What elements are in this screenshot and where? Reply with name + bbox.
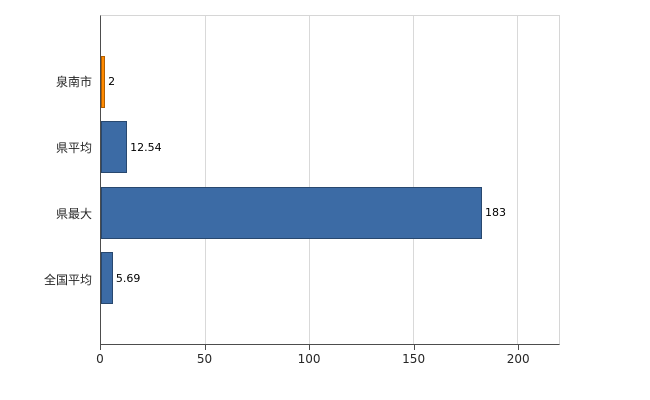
x-axis-labels: 0 50 100 150 200 — [96, 352, 560, 368]
gridlines — [101, 16, 559, 344]
bar — [101, 121, 128, 174]
bar — [101, 252, 113, 305]
bar-row: 12.54 — [101, 115, 559, 181]
y-axis-label: 全国平均 — [43, 272, 92, 287]
gridline — [205, 16, 207, 344]
x-axis-tick — [204, 345, 206, 350]
bar-value-label: 2 — [108, 75, 116, 89]
bar — [101, 186, 482, 239]
y-axis-label: 県最大 — [55, 206, 92, 221]
x-axis-tick-label: 150 — [402, 352, 426, 366]
x-axis-tick-label: 200 — [506, 352, 530, 366]
y-axis-label: 県平均 — [55, 140, 92, 155]
bar-row: 2 — [101, 49, 559, 115]
x-axis-tick-label: 50 — [196, 352, 213, 366]
bar-row: 5.69 — [101, 246, 559, 312]
x-axis-tick — [518, 345, 520, 350]
x-axis-tick — [413, 345, 415, 350]
bars: 2 12.54 183 5.69 — [101, 16, 559, 344]
bar-row: 183 — [101, 180, 559, 246]
y-axis-label: 泉南市 — [55, 74, 92, 89]
x-axis-tick — [309, 345, 311, 350]
x-axis-tick-label: 100 — [297, 352, 321, 366]
bar-value-label: 183 — [484, 206, 506, 220]
bar — [101, 55, 106, 108]
plot-area: 2 12.54 183 5.69 — [100, 15, 560, 345]
gridline — [413, 16, 415, 344]
bar-value-label: 5.69 — [115, 271, 141, 285]
gridline — [517, 16, 519, 344]
bar-value-label: 12.54 — [130, 140, 162, 154]
gridline — [309, 16, 311, 344]
x-axis-ticks — [100, 345, 560, 350]
x-axis-tick-label: 0 — [96, 352, 104, 366]
y-axis-labels: 泉南市県平均県最大全国平均 — [0, 15, 100, 345]
x-axis-tick — [100, 345, 101, 350]
